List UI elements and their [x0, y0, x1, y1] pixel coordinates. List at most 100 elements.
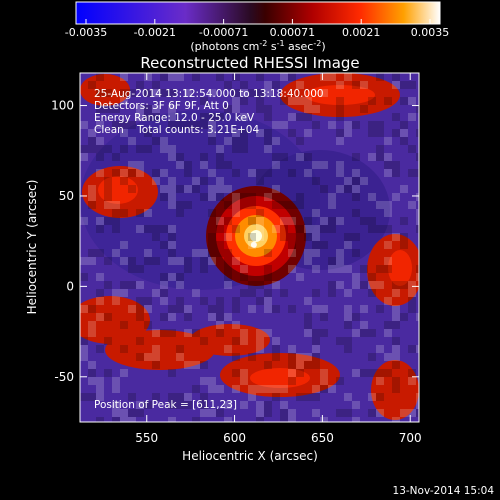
- annotation-clean: Clean Total counts: 3.21E+04: [94, 124, 259, 136]
- image-grain-pixel: [184, 265, 192, 273]
- image-grain-pixel: [344, 345, 352, 353]
- image-grain-pixel: [216, 329, 224, 337]
- image-grain-pixel: [200, 97, 208, 105]
- image-grain-pixel: [208, 209, 216, 217]
- image-grain-pixel: [384, 153, 392, 161]
- colorbar-unit-label: (photons cm-2 s-1 asec-2): [190, 39, 325, 53]
- image-grain-pixel: [336, 137, 344, 145]
- image-grain-pixel: [312, 361, 320, 369]
- image-grain-pixel: [184, 169, 192, 177]
- image-grain-pixel: [232, 385, 240, 393]
- image-grain-pixel: [416, 393, 419, 401]
- image-grain-pixel: [344, 313, 352, 321]
- image-grain-pixel: [88, 321, 96, 329]
- image-grain-pixel: [280, 201, 288, 209]
- image-grain-pixel: [344, 185, 352, 193]
- image-grain-pixel: [176, 209, 184, 217]
- image-grain-pixel: [160, 145, 168, 153]
- image-grain-pixel: [264, 385, 272, 393]
- image-grain-pixel: [240, 329, 248, 337]
- image-grain-pixel: [112, 209, 120, 217]
- image-grain-pixel: [264, 297, 272, 305]
- image-grain-pixel: [376, 129, 384, 137]
- image-grain-pixel: [176, 305, 184, 313]
- image-grain-pixel: [144, 257, 152, 265]
- image-grain-pixel: [328, 193, 336, 201]
- image-grain-pixel: [384, 209, 392, 217]
- image-grain-pixel: [136, 265, 144, 273]
- image-grain-pixel: [312, 249, 320, 257]
- image-grain-pixel: [160, 225, 168, 233]
- image-grain-pixel: [392, 281, 400, 289]
- image-grain-pixel: [272, 353, 280, 361]
- image-grain-pixel: [248, 281, 256, 289]
- image-grain-pixel: [296, 81, 304, 89]
- colorbar-tick-label: -0.0035: [65, 26, 107, 39]
- image-grain-pixel: [376, 409, 384, 417]
- image-grain-pixel: [256, 169, 264, 177]
- image-grain-pixel: [352, 233, 360, 241]
- image-grain-pixel: [96, 313, 104, 321]
- image-grain-pixel: [184, 313, 192, 321]
- image-grain-pixel: [304, 353, 312, 361]
- image-grain-pixel: [360, 321, 368, 329]
- image-grain-pixel: [368, 409, 376, 417]
- image-grain-pixel: [336, 169, 344, 177]
- image-grain-pixel: [112, 401, 120, 409]
- image-grain-pixel: [384, 169, 392, 177]
- image-grain-pixel: [160, 89, 168, 97]
- image-grain-pixel: [120, 97, 128, 105]
- image-grain-pixel: [208, 377, 216, 385]
- image-grain-pixel: [136, 209, 144, 217]
- image-grain-pixel: [144, 209, 152, 217]
- image-grain-pixel: [256, 401, 264, 409]
- image-grain-pixel: [416, 209, 419, 217]
- image-grain-pixel: [128, 185, 136, 193]
- image-grain-pixel: [288, 129, 296, 137]
- image-grain-pixel: [200, 257, 208, 265]
- image-grain-pixel: [232, 201, 240, 209]
- image-grain-pixel: [96, 417, 104, 422]
- image-grain-pixel: [288, 361, 296, 369]
- image-grain-pixel: [144, 401, 152, 409]
- image-grain-pixel: [232, 97, 240, 105]
- image-grain-pixel: [104, 177, 112, 185]
- image-grain-pixel: [328, 121, 336, 129]
- image-grain-pixel: [232, 321, 240, 329]
- image-grain-pixel: [392, 337, 400, 345]
- image-grain-pixel: [208, 129, 216, 137]
- image-grain-pixel: [368, 393, 376, 401]
- image-grain-pixel: [376, 305, 384, 313]
- image-grain-pixel: [112, 225, 120, 233]
- image-grain-pixel: [104, 185, 112, 193]
- image-grain-pixel: [184, 393, 192, 401]
- image-grain-pixel: [224, 249, 232, 257]
- image-grain-pixel: [88, 305, 96, 313]
- image-grain-pixel: [128, 393, 136, 401]
- image-grain-pixel: [168, 105, 176, 113]
- image-grain-pixel: [248, 233, 256, 241]
- image-grain-pixel: [352, 185, 360, 193]
- image-grain-pixel: [104, 193, 112, 201]
- image-grain-pixel: [336, 249, 344, 257]
- image-grain-pixel: [80, 153, 88, 161]
- image-grain-pixel: [320, 241, 328, 249]
- image-grain-pixel: [240, 289, 248, 297]
- image-grain-pixel: [152, 225, 160, 233]
- image-grain-pixel: [320, 369, 328, 377]
- image-grain-pixel: [136, 113, 144, 121]
- image-grain-pixel: [208, 249, 216, 257]
- image-grain-pixel: [408, 201, 416, 209]
- image-grain-pixel: [176, 185, 184, 193]
- image-grain-pixel: [120, 209, 128, 217]
- image-grain-pixel: [400, 313, 408, 321]
- image-grain-pixel: [272, 185, 280, 193]
- image-grain-pixel: [368, 129, 376, 137]
- image-grain-pixel: [368, 273, 376, 281]
- image-grain-pixel: [104, 201, 112, 209]
- image-grain-pixel: [192, 177, 200, 185]
- image-grain-pixel: [208, 121, 216, 129]
- image-grain-pixel: [152, 169, 160, 177]
- image-grain-pixel: [224, 161, 232, 169]
- image-grain-pixel: [376, 369, 384, 377]
